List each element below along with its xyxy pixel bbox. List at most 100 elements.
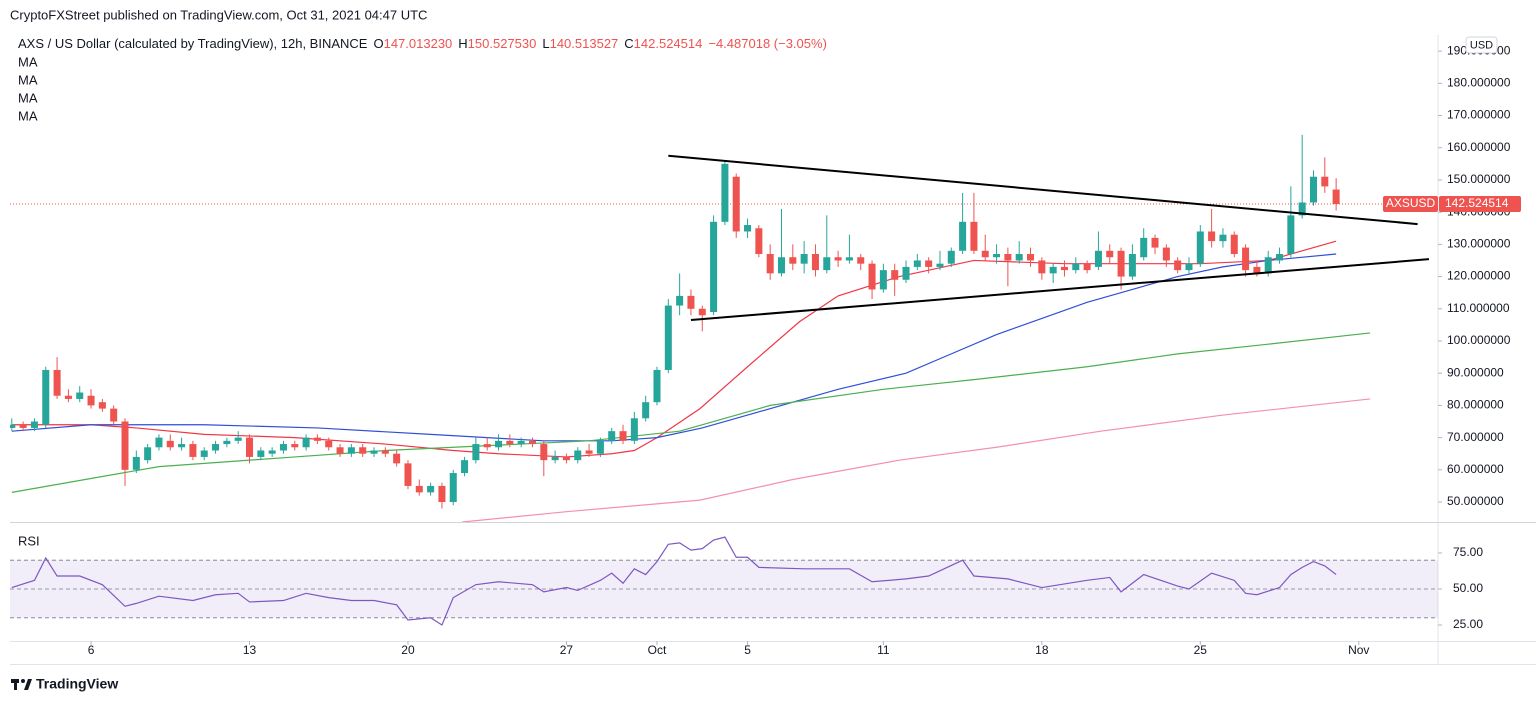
candle-body [325,440,333,448]
candle-body [495,440,503,448]
candle-body [189,444,197,457]
candle-body [1094,250,1102,267]
change: −4.487018 (−3.05%) [708,36,827,51]
candle-body [936,263,944,267]
candle-body [415,485,423,493]
x-tick-label: Oct [648,643,667,657]
candle-body [868,263,876,290]
x-tick-label: 18 [1035,643,1049,657]
candle-body [1060,266,1068,271]
x-tick-label: Nov [1348,643,1369,657]
candle-body [336,447,344,454]
candle-body [1253,266,1261,274]
candle-body [1038,260,1046,274]
candle-body [246,437,254,457]
candle-body [517,440,525,445]
candle-body [959,221,967,251]
ohlc-key: O [373,36,383,51]
y-tick-label: 170.000000 [1447,108,1511,122]
candle-body [925,260,933,267]
candle-body [268,450,276,454]
candle-body [370,450,378,454]
candle-body [132,456,140,470]
footer-brand: TradingView [36,676,118,692]
candle-body [834,257,842,261]
candle-body [653,369,661,403]
x-tick-label: 6 [88,643,95,657]
candle-body [608,431,616,441]
candle-body [427,485,435,493]
legend-entry: MA [18,90,38,105]
ohlc-value: 142.524514 [634,36,703,51]
candle-body [1174,260,1182,271]
rsi-y-tick-label: 75.00 [1453,545,1483,559]
candle-body [698,308,706,316]
y-tick-label: 70.000000 [1447,430,1504,444]
candle-body [687,295,695,309]
ohlc-key: H [458,36,467,51]
x-tick-label: 25 [1194,643,1208,657]
candle-body [144,447,152,461]
y-tick-label: 160.000000 [1447,140,1511,154]
candle-body [1219,234,1227,242]
price-pane [10,134,1438,522]
moving-average [462,398,1371,522]
candle-body [970,221,978,251]
candle-body [1287,215,1295,255]
candle-body [1027,254,1035,261]
ohlc-value: 140.513527 [550,36,619,51]
candle-body [766,254,774,274]
candle-body [1004,254,1012,261]
candle-body [755,228,763,255]
candle-body [404,463,412,486]
x-tick-label: 11 [877,643,890,657]
x-tick-label: 20 [401,643,415,657]
candle-body [30,421,38,428]
y-tick-label: 90.000000 [1447,365,1504,379]
candle-body [313,437,321,441]
candle-body [540,444,548,461]
candle-body [664,305,672,370]
candle-body [947,250,955,264]
candle-body [1185,263,1193,271]
candle-body [732,176,740,232]
price-tag-bg [1439,196,1521,213]
candle-body [619,431,627,441]
legend-entry: MA [18,72,38,87]
candle-body [789,257,797,264]
candle-body [551,456,559,461]
candle-body [461,460,469,474]
candle-body [1230,234,1238,255]
candle-body [87,395,95,406]
moving-average [11,332,1371,493]
candle-body [1242,247,1250,271]
candle-body [347,447,355,454]
y-tick-label: 100.000000 [1447,333,1511,347]
footer-logo [11,679,32,690]
candle-body [857,257,865,264]
currency-box [1465,36,1498,54]
x-tick-label: 27 [560,643,574,657]
candle-body [1049,266,1057,274]
candle-body [1162,247,1170,261]
candle-body [506,440,514,445]
rsi-title: RSI [18,533,40,548]
ohlc-key: C [624,36,633,51]
y-tick-label: 130.000000 [1447,237,1511,251]
candle-body [710,221,718,312]
candle-body [1015,254,1023,261]
candle-body [1072,263,1080,271]
candle-body [291,444,299,448]
candle-body [744,225,752,232]
trendline [668,154,1418,226]
candle-body [800,254,808,264]
candle-body [42,369,50,425]
candle-body [630,418,638,441]
candle-body [721,163,729,222]
y-tick-label: 150.000000 [1447,172,1511,186]
candle-body [155,437,163,448]
rsi-y-tick-label: 25.00 [1453,617,1483,631]
candle-body [10,424,16,428]
price-tag: 142.524514 [1445,196,1509,210]
